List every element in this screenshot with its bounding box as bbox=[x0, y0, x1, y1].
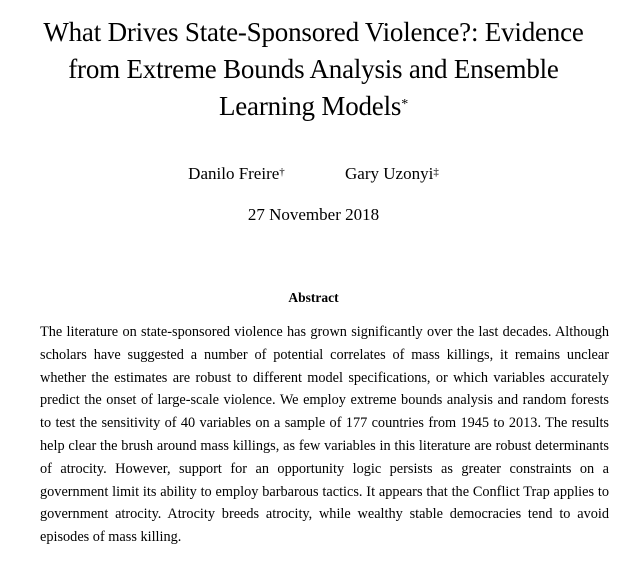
title-line-3: Learning Models bbox=[218, 91, 402, 121]
abstract-heading: Abstract bbox=[288, 290, 339, 305]
paper-title: What Drives State-Sponsored Violence?: E… bbox=[0, 14, 627, 125]
title-footnote-mark[interactable]: * bbox=[401, 97, 409, 112]
title-line-1: What Drives State-Sponsored Violence?: E… bbox=[43, 17, 584, 47]
author-name: Gary Uzonyi bbox=[345, 164, 434, 183]
author-2: Gary Uzonyi‡ bbox=[345, 162, 439, 186]
author-name: Danilo Freire bbox=[188, 164, 280, 183]
author-footnote-mark[interactable]: † bbox=[279, 166, 285, 178]
author-list: Danilo Freire† Gary Uzonyi‡ bbox=[0, 162, 627, 186]
title-line-2: from Extreme Bounds Analysis and Ensembl… bbox=[68, 54, 559, 84]
publication-date: 27 November 2018 bbox=[247, 205, 380, 224]
abstract-text: The literature on state-sponsored violen… bbox=[40, 324, 609, 546]
author-1: Danilo Freire† bbox=[188, 162, 285, 186]
author-footnote-mark[interactable]: ‡ bbox=[433, 166, 439, 178]
